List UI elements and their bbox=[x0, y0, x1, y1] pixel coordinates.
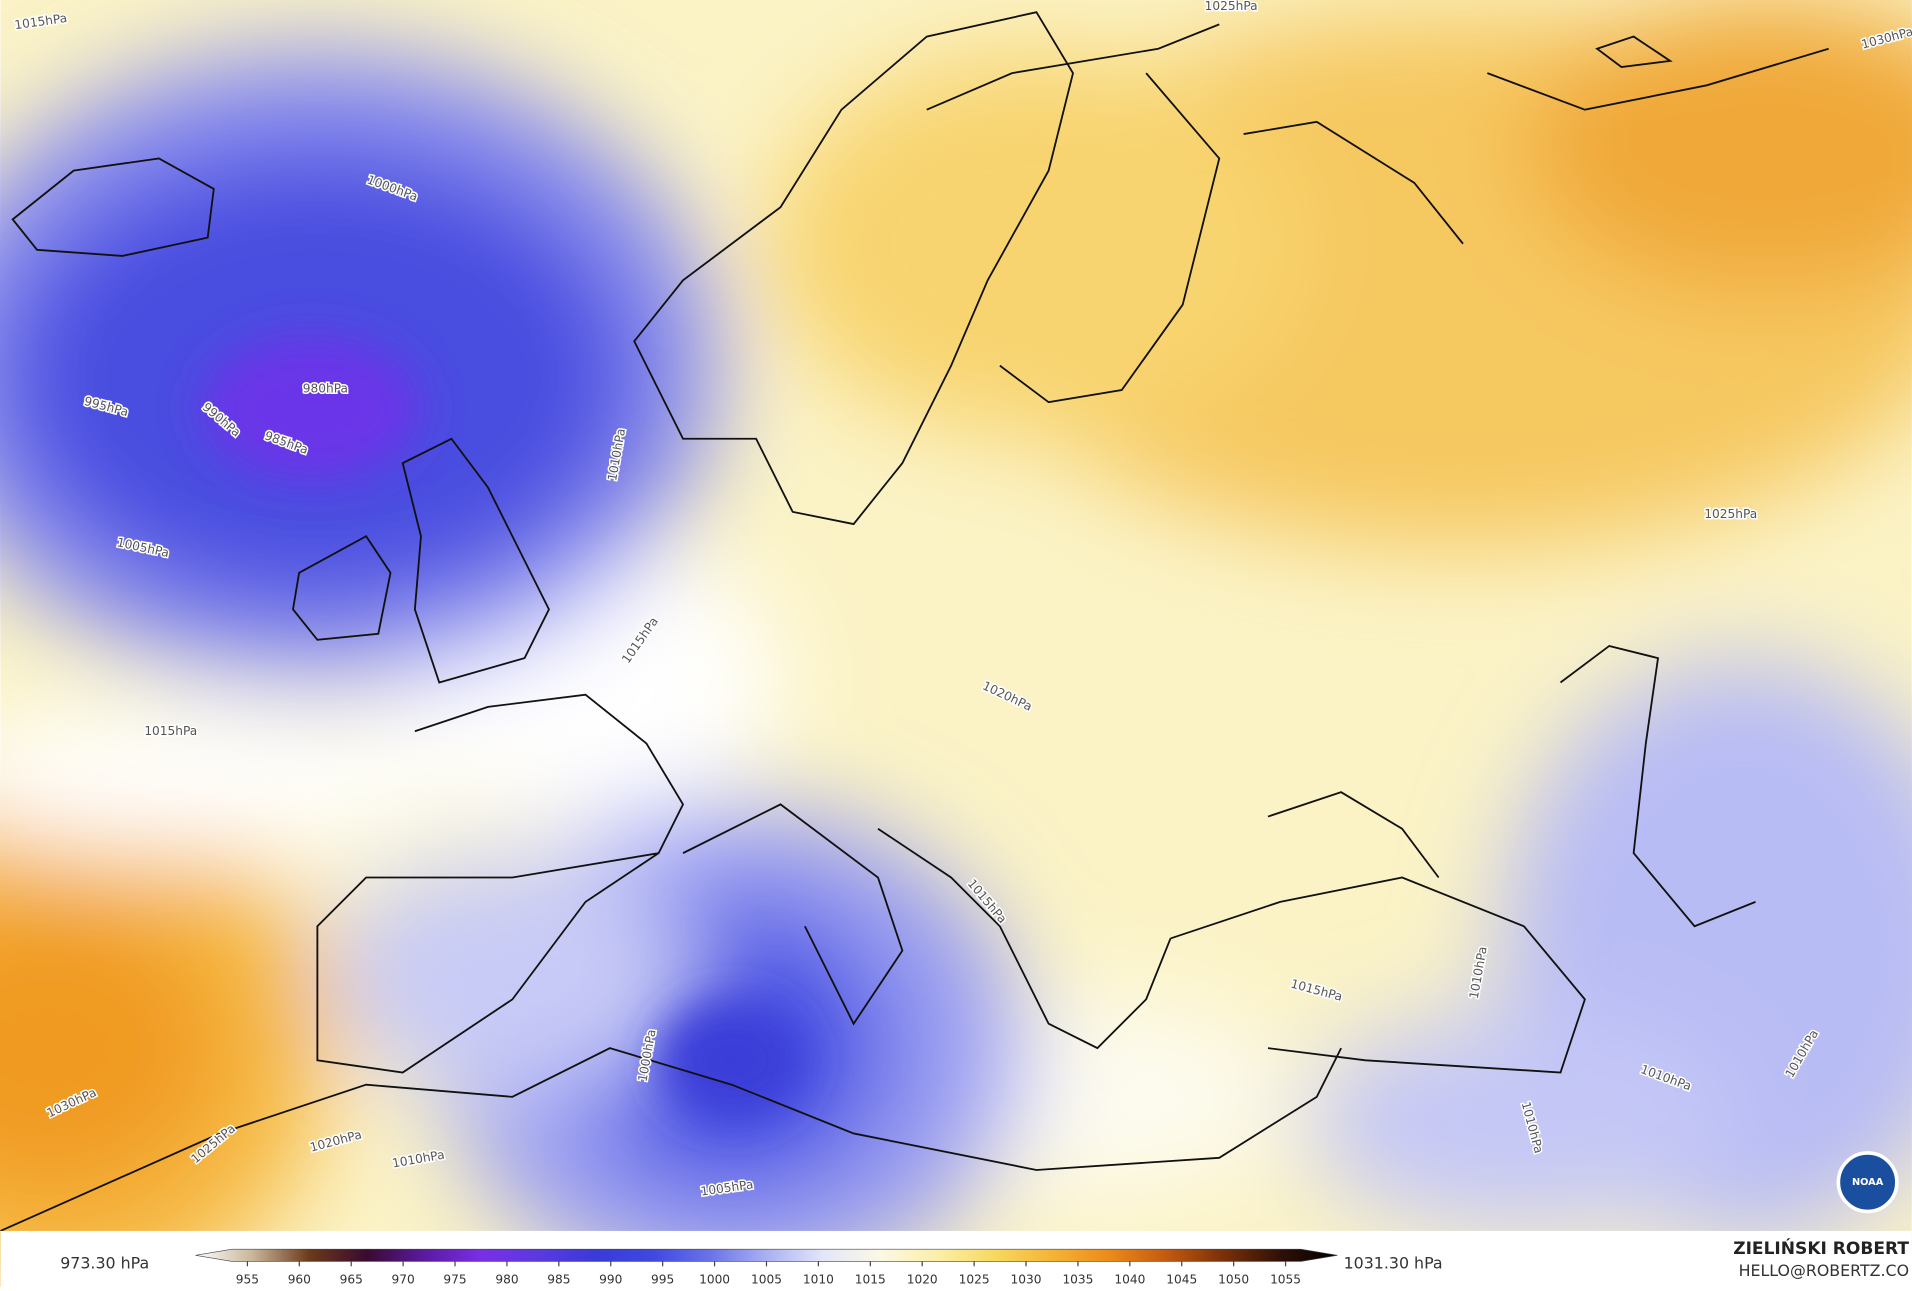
colorbar-tick-label: 990 bbox=[599, 1272, 622, 1286]
colorbar-tick-label: 965 bbox=[340, 1272, 363, 1286]
author: ZIELIŃSKI ROBERT bbox=[1733, 1237, 1909, 1259]
colorbar-tick-label: 1005 bbox=[751, 1272, 782, 1286]
coastlines bbox=[0, 11, 1829, 1232]
colorbar-tick-label: 1055 bbox=[1270, 1272, 1301, 1286]
colorbar-tick-label: 955 bbox=[236, 1272, 259, 1286]
logo-text: NOAA bbox=[1852, 1177, 1884, 1188]
colorbar-tick-label: 1025 bbox=[959, 1272, 990, 1286]
colorbar-tick-label: 995 bbox=[651, 1272, 674, 1286]
colorbar-tick-label: 975 bbox=[443, 1272, 466, 1286]
colorbar-tick-label: 1040 bbox=[1114, 1272, 1145, 1286]
isobar-label: 980hPa bbox=[303, 381, 348, 395]
colorbar-tick-label: 1000 bbox=[699, 1272, 730, 1286]
colorbar-tick-label: 960 bbox=[288, 1272, 311, 1286]
colorbar-tick-label: 1045 bbox=[1166, 1272, 1197, 1286]
isobar-label: 1025hPa bbox=[1205, 0, 1258, 13]
colorbar-tick-label: 1010 bbox=[803, 1272, 834, 1286]
colorbar-tick-label: 1030 bbox=[1011, 1272, 1042, 1286]
max-label: 1031.30 hPa bbox=[1344, 1254, 1443, 1273]
logo: NOAA bbox=[1836, 1151, 1899, 1214]
colorbar: 955 960 965 970 975 980 985 990 995 1000 1005 1010 1… bbox=[195, 1248, 1338, 1286]
colorbar-bar bbox=[195, 1248, 1338, 1262]
min-label: 973.30 hPa bbox=[60, 1254, 149, 1273]
colorbar-tick-label: 985 bbox=[547, 1272, 570, 1286]
isobar-label: 1025hPa bbox=[1704, 507, 1757, 521]
colorbar-tick-label: 1015 bbox=[855, 1272, 886, 1286]
isobar-label: 1015hPa bbox=[144, 724, 197, 738]
colorbar-tick-label: 1020 bbox=[907, 1272, 938, 1286]
colorbar-tick-label: 1050 bbox=[1218, 1272, 1249, 1286]
colorbar-tick-label: 1035 bbox=[1062, 1272, 1093, 1286]
contact: HELLO@ROBERTZ.CO bbox=[1739, 1261, 1909, 1280]
colorbar-tick-label: 970 bbox=[392, 1272, 415, 1286]
colorbar-tick-label: 980 bbox=[495, 1272, 518, 1286]
